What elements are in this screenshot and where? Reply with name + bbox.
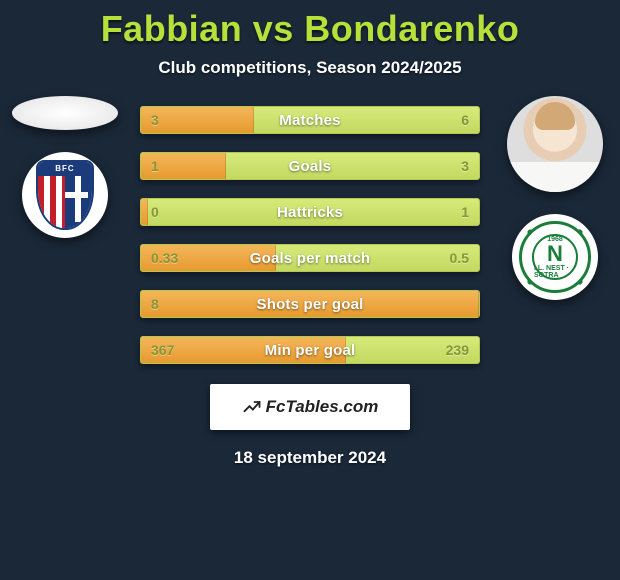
player-b-avatar	[507, 96, 603, 192]
stat-value-right: 0.5	[450, 245, 469, 271]
stat-bar: 3Matches6	[140, 106, 480, 134]
shield-cross-vertical	[75, 176, 81, 222]
stat-label: Goals	[141, 153, 479, 179]
right-column: 1968 N I.L. NEST · SOTRA	[500, 96, 610, 300]
vs-separator: vs	[253, 8, 294, 49]
player-a-avatar	[12, 96, 118, 130]
club-a-badge-text: BFC	[38, 162, 92, 176]
date-line: 18 september 2024	[0, 448, 620, 468]
club-b-badge-letter: N	[547, 243, 563, 265]
nest-sotra-badge-icon: 1968 N I.L. NEST · SOTRA	[519, 221, 591, 293]
date-text: 18 september 2024	[234, 448, 386, 467]
stat-value-right: 239	[446, 337, 469, 363]
subtitle: Club competitions, Season 2024/2025	[0, 58, 620, 78]
stat-bar: 1Goals3	[140, 152, 480, 180]
stat-bar: 0Hattricks1	[140, 198, 480, 226]
club-b-badge-sub: I.L. NEST · SOTRA	[534, 265, 576, 279]
stat-bar: 8Shots per goal	[140, 290, 480, 318]
stat-value-right: 3	[461, 153, 469, 179]
player-a-name: Fabbian	[101, 8, 243, 49]
page-title: Fabbian vs Bondarenko	[0, 0, 620, 50]
brand-box: FcTables.com	[210, 384, 410, 430]
stat-label: Min per goal	[141, 337, 479, 363]
brand-text: FcTables.com	[266, 397, 379, 417]
stat-label: Shots per goal	[141, 291, 479, 317]
player-a-club-badge: BFC	[22, 152, 108, 238]
left-column: BFC	[10, 96, 120, 238]
shield-cross-horizontal	[65, 192, 88, 198]
nest-badge-inner: 1968 N I.L. NEST · SOTRA	[532, 234, 578, 280]
club-b-badge-year: 1968	[547, 236, 563, 243]
stat-bar: 367Min per goal239	[140, 336, 480, 364]
chart-growth-icon	[242, 397, 262, 417]
subtitle-text: Club competitions, Season 2024/2025	[158, 58, 461, 77]
player-b-name: Bondarenko	[304, 8, 519, 49]
stat-value-right: 1	[461, 199, 469, 225]
stat-value-right: 6	[461, 107, 469, 133]
player-b-club-badge: 1968 N I.L. NEST · SOTRA	[512, 214, 598, 300]
stat-bar: 0.33Goals per match0.5	[140, 244, 480, 272]
stat-label: Hattricks	[141, 199, 479, 225]
stat-label: Goals per match	[141, 245, 479, 271]
bologna-shield-icon: BFC	[36, 160, 94, 230]
stats-bars: 3Matches61Goals30Hattricks10.33Goals per…	[140, 106, 480, 364]
shield-stripes	[38, 176, 65, 228]
comparison-content: BFC 1968 N I.L. NEST · SOTRA 3Matches61G…	[0, 106, 620, 364]
stat-label: Matches	[141, 107, 479, 133]
